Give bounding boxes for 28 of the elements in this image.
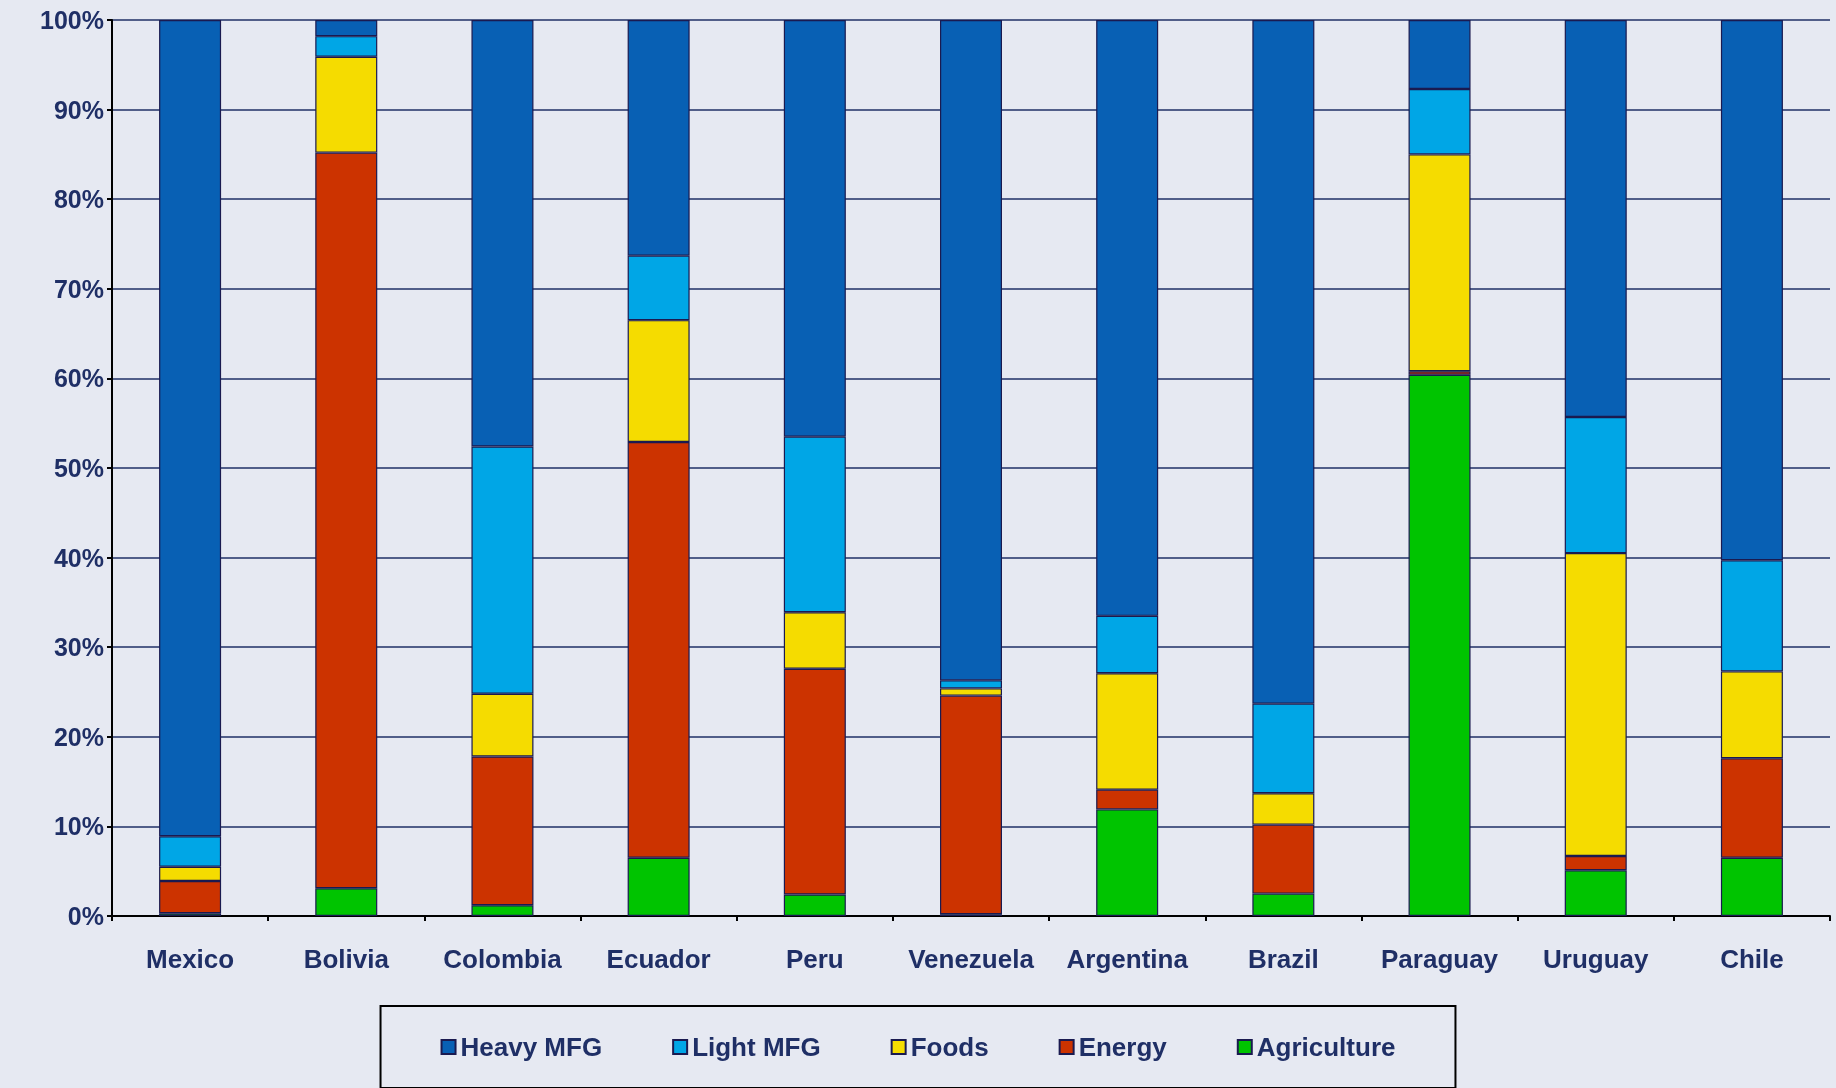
y-tick-label: 100% (40, 6, 104, 34)
x-tick-label: Bolivia (303, 944, 390, 974)
x-tick-label: Brazil (1247, 944, 1319, 974)
y-tick-label: 60% (53, 364, 104, 393)
x-tick-label: Peru (785, 944, 844, 974)
x-tick-label: Chile (1720, 944, 1784, 974)
y-tick-label: 70% (53, 274, 104, 303)
y-tick-label: 30% (53, 633, 104, 662)
legend-label: Energy (1078, 1032, 1168, 1062)
y-tick-label: 50% (53, 454, 104, 482)
legend-label: Agriculture (1256, 1032, 1396, 1062)
x-tick-label: Colombia (443, 944, 563, 974)
x-tick-label: Venezuela (908, 944, 1035, 974)
y-tick-label: 90% (53, 95, 104, 124)
y-tick-label: 10% (53, 812, 104, 841)
bar (1408, 374, 1471, 916)
legend-label: Foods (910, 1032, 989, 1062)
x-tick-label: Paraguay (1381, 944, 1499, 974)
x-tick-label: Ecuador (606, 944, 711, 974)
y-tick-label: 0% (67, 902, 104, 930)
y-tick-label: 20% (53, 722, 104, 751)
x-tick-label: Uruguay (1542, 944, 1649, 974)
legend-label: Heavy MFG (460, 1032, 603, 1062)
x-tick-label: Argentina (1066, 944, 1189, 974)
y-tick-label: 40% (53, 543, 104, 572)
y-tick-label: 80% (53, 185, 104, 214)
legend-label: Light MFG (692, 1032, 821, 1062)
x-tick-label: Mexico (146, 944, 235, 974)
